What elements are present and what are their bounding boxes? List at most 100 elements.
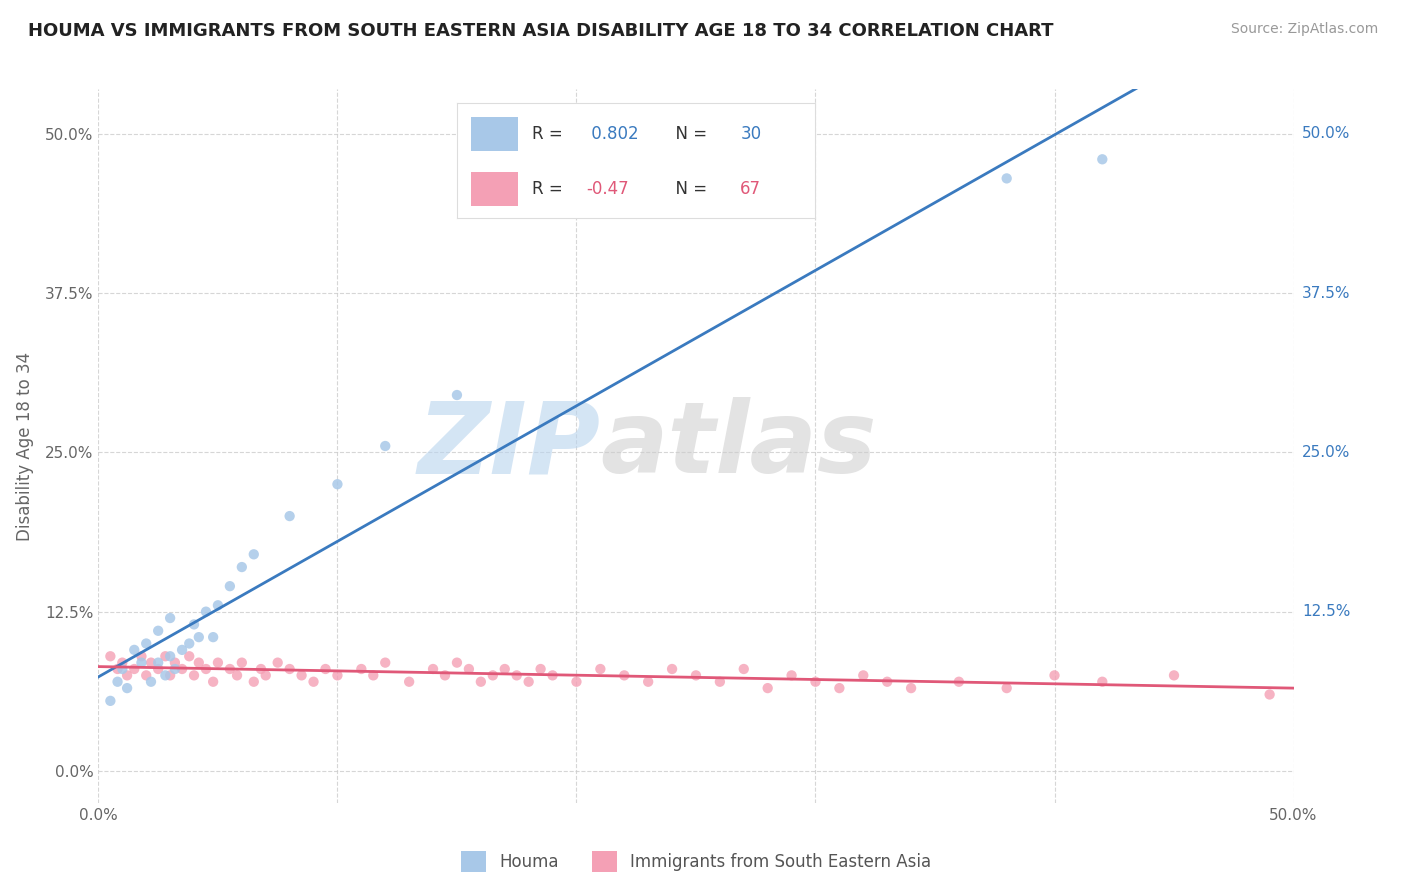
Point — [231, 656, 253, 670]
Point — [183, 617, 205, 632]
Text: 50.0%: 50.0% — [1302, 127, 1350, 141]
Point — [183, 668, 205, 682]
Point — [876, 674, 898, 689]
Point — [148, 662, 170, 676]
Point — [202, 674, 225, 689]
Point — [446, 388, 468, 402]
Point — [124, 662, 146, 676]
Point — [148, 656, 170, 670]
Point — [187, 656, 209, 670]
Point — [326, 477, 349, 491]
Point — [139, 656, 162, 670]
Point — [374, 439, 396, 453]
Text: ZIP: ZIP — [418, 398, 600, 494]
Point — [804, 674, 827, 689]
Point — [98, 649, 122, 664]
Point — [470, 674, 492, 689]
Text: HOUMA VS IMMIGRANTS FROM SOUTH EASTERN ASIA DISABILITY AGE 18 TO 34 CORRELATION : HOUMA VS IMMIGRANTS FROM SOUTH EASTERN A… — [28, 22, 1053, 40]
Point — [278, 509, 301, 524]
Point — [589, 662, 612, 676]
Point — [194, 605, 217, 619]
Point — [243, 547, 266, 561]
Point — [948, 674, 970, 689]
Point — [733, 662, 755, 676]
Point — [458, 662, 481, 676]
Point — [219, 579, 242, 593]
Point — [1043, 668, 1066, 682]
Point — [226, 668, 249, 682]
Text: 37.5%: 37.5% — [1302, 285, 1350, 301]
Point — [250, 662, 273, 676]
Point — [254, 668, 277, 682]
Point — [995, 681, 1018, 695]
Point — [231, 560, 253, 574]
Point — [243, 674, 266, 689]
Point — [1091, 153, 1114, 167]
Point — [219, 662, 242, 676]
Point — [124, 643, 146, 657]
Point — [107, 662, 129, 676]
Point — [148, 624, 170, 638]
Point — [194, 662, 217, 676]
Point — [111, 662, 134, 676]
Point — [155, 668, 177, 682]
Point — [159, 649, 181, 664]
Point — [267, 656, 290, 670]
Point — [565, 674, 588, 689]
Point — [131, 649, 153, 664]
Point — [115, 668, 138, 682]
Point — [613, 668, 636, 682]
Legend: Houma, Immigrants from South Eastern Asia: Houma, Immigrants from South Eastern Asi… — [453, 843, 939, 880]
Point — [433, 668, 456, 682]
Point — [1258, 688, 1281, 702]
Point — [187, 630, 209, 644]
Point — [172, 662, 194, 676]
Point — [637, 674, 659, 689]
Point — [326, 668, 349, 682]
Text: 25.0%: 25.0% — [1302, 445, 1350, 460]
Point — [135, 668, 157, 682]
Point — [1091, 674, 1114, 689]
Point — [780, 668, 803, 682]
Point — [529, 662, 551, 676]
Point — [135, 636, 157, 650]
Point — [278, 662, 301, 676]
Point — [139, 674, 162, 689]
Point — [315, 662, 337, 676]
Point — [481, 668, 505, 682]
Point — [685, 668, 707, 682]
Point — [131, 656, 153, 670]
Point — [446, 656, 468, 670]
Y-axis label: Disability Age 18 to 34: Disability Age 18 to 34 — [15, 351, 34, 541]
Text: 12.5%: 12.5% — [1302, 604, 1350, 619]
Point — [159, 668, 181, 682]
Point — [709, 674, 731, 689]
Point — [98, 694, 122, 708]
Point — [179, 636, 201, 650]
Point — [506, 668, 529, 682]
Point — [290, 668, 312, 682]
Point — [756, 681, 779, 695]
Point — [115, 681, 138, 695]
Point — [398, 674, 420, 689]
Point — [852, 668, 875, 682]
Point — [422, 662, 444, 676]
Point — [828, 681, 851, 695]
Point — [350, 662, 373, 676]
Point — [661, 662, 683, 676]
Point — [995, 171, 1018, 186]
Point — [207, 656, 229, 670]
Point — [900, 681, 922, 695]
Text: Source: ZipAtlas.com: Source: ZipAtlas.com — [1230, 22, 1378, 37]
Point — [155, 649, 177, 664]
Point — [207, 599, 229, 613]
Point — [374, 656, 396, 670]
Text: atlas: atlas — [600, 398, 877, 494]
Point — [179, 649, 201, 664]
Point — [172, 643, 194, 657]
Point — [107, 674, 129, 689]
Point — [111, 656, 134, 670]
Point — [517, 674, 540, 689]
Point — [159, 611, 181, 625]
Point — [163, 656, 186, 670]
